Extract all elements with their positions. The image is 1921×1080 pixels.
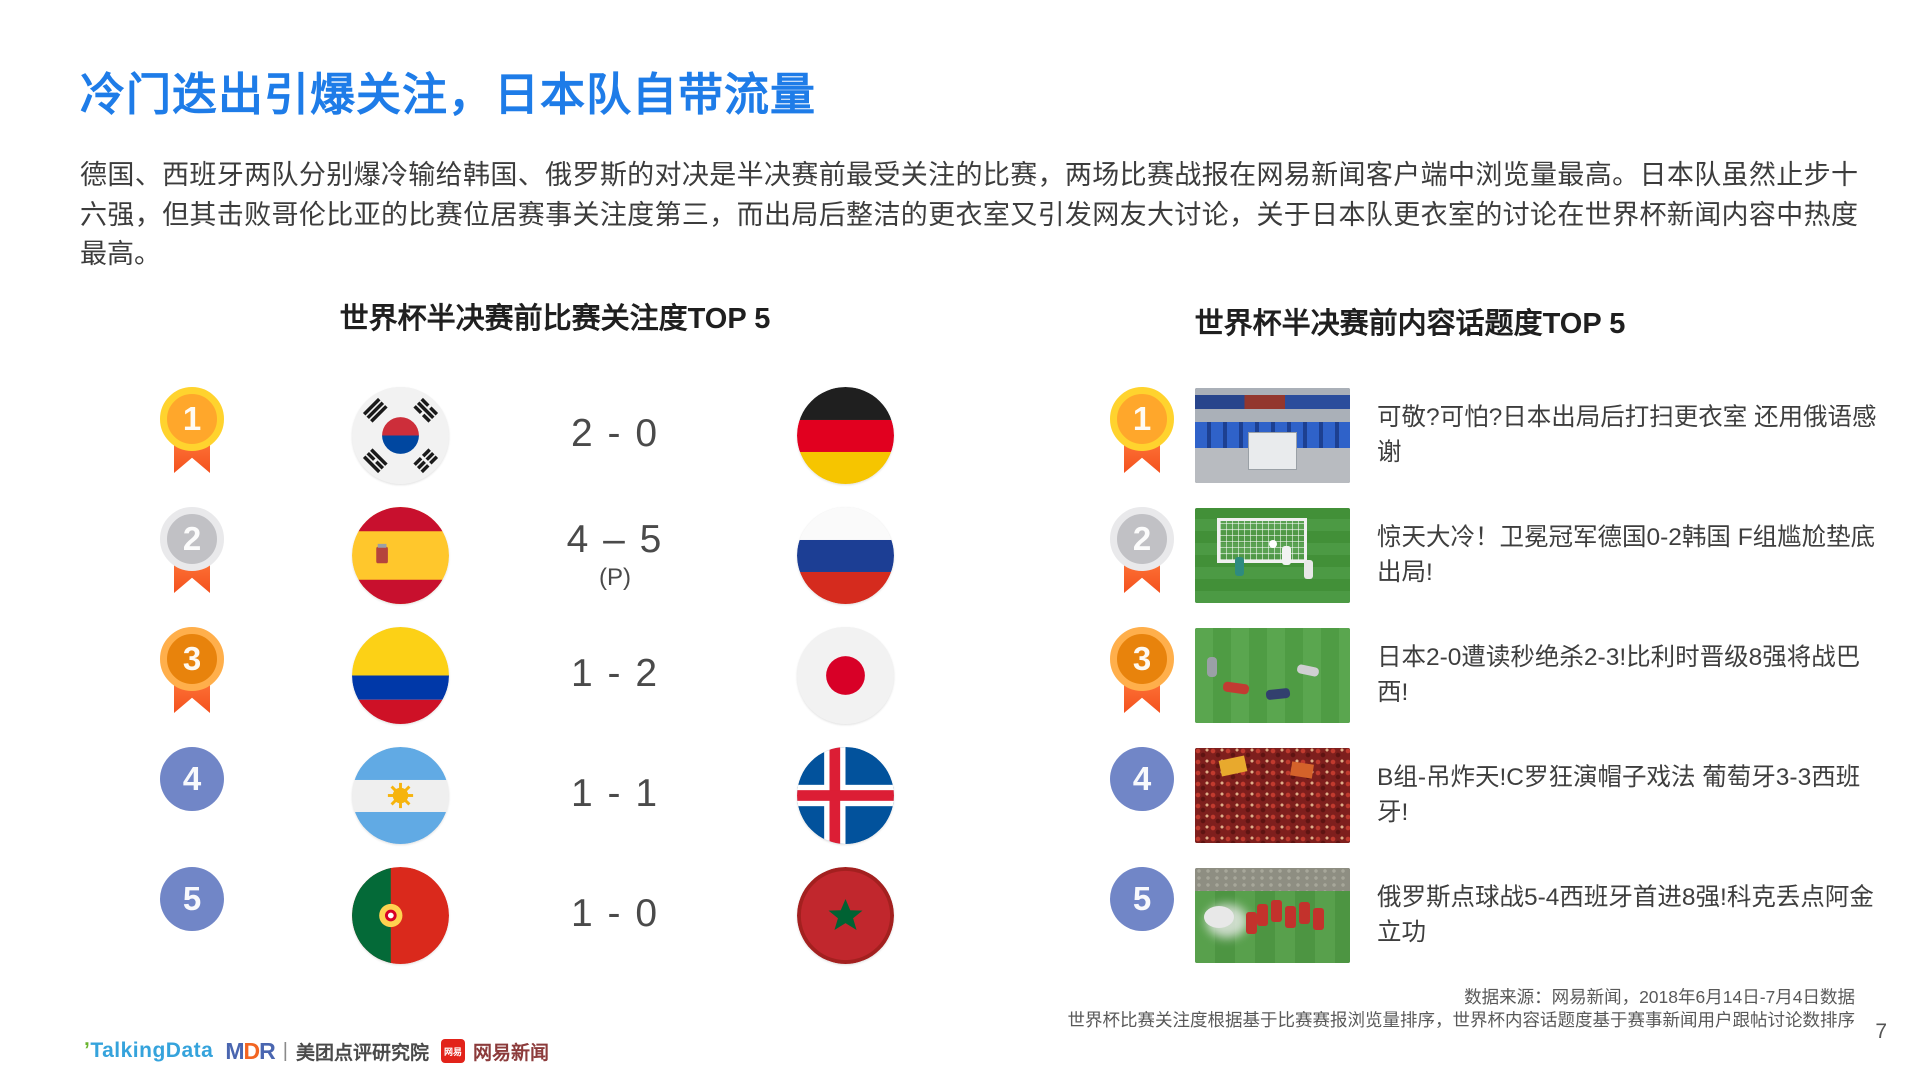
page-number: 7 xyxy=(1875,1020,1887,1043)
rank-5-medal: 5 xyxy=(160,867,224,967)
flag-iceland-icon xyxy=(797,747,894,844)
match-row-5: 5 1 - 0 xyxy=(130,855,940,975)
medal-number: 4 xyxy=(1110,747,1174,811)
rank-3-medal: 3 xyxy=(160,627,224,727)
flag-germany-icon xyxy=(797,387,894,484)
flag-spain-icon xyxy=(352,507,449,604)
footer-logos: ʼTalkingData MDR | 美团点评研究院 网易 网易新闻 xyxy=(84,1036,549,1066)
match-score: 2 - 0 xyxy=(570,412,660,455)
topic-row-1: 1 可敬?可怕?日本出局后打扫更衣室 还用俄语感谢 xyxy=(1095,375,1885,495)
penalty-note: (P) xyxy=(599,564,631,591)
topic-panel-header: 世界杯半决赛前内容话题度TOP 5 xyxy=(1194,308,1626,340)
rank-3-medal: 3 xyxy=(1110,627,1174,727)
rank-1-medal: 1 xyxy=(1110,387,1174,487)
rank-2-medal: 2 xyxy=(160,507,224,607)
topic-headline: B组-吊炸天!C罗狂演帽子戏法 葡萄牙3-3西班牙! xyxy=(1377,764,1861,826)
flag-south-korea-icon xyxy=(352,387,449,484)
talkingdata-tick-icon: ʼ xyxy=(84,1039,91,1062)
match-score: 1 - 2 xyxy=(570,652,660,695)
match-row-2: 2 4 – 5 (P) xyxy=(130,495,940,615)
medal-number: 1 xyxy=(160,387,224,451)
medal-number: 2 xyxy=(1110,507,1174,571)
thumbnail-fans-crowd xyxy=(1195,748,1350,843)
topic-headline: 惊天大冷！卫冕冠军德国0-2韩国 F组尴尬垫底出局! xyxy=(1377,524,1876,586)
data-source-note: 数据来源：网易新闻，2018年6月14日-7月4日数据 世界杯比赛关注度根据基于… xyxy=(1068,986,1856,1032)
topic-headline: 日本2-0遭读秒绝杀2-3!比利时晋级8强将战巴西! xyxy=(1377,644,1861,706)
logo-divider: | xyxy=(282,1039,288,1062)
source-line-2: 世界杯比赛关注度根据基于比赛赛报浏览量排序，世界杯内容话题度基于赛事新闻用户跟帖… xyxy=(1067,1010,1856,1030)
rank-5-medal: 5 xyxy=(1110,867,1174,967)
match-row-3: 3 1 - 2 xyxy=(130,615,940,735)
flag-argentina-icon xyxy=(352,747,449,844)
rank-2-medal: 2 xyxy=(1110,507,1174,607)
topic-row-5: 5 俄罗斯点球战5-4西班牙首进8强!科克丢点阿金立功 xyxy=(1095,855,1885,975)
mdr-logo: MDR xyxy=(225,1037,275,1064)
topic-row-3: 3 日本2-0遭读秒绝杀2-3!比利时晋级8强将战巴西! xyxy=(1095,615,1885,735)
rank-4-medal: 4 xyxy=(160,747,224,847)
rank-1-medal: 1 xyxy=(160,387,224,487)
medal-number: 3 xyxy=(160,627,224,691)
rank-4-medal: 4 xyxy=(1110,747,1174,847)
flag-morocco-icon xyxy=(797,867,894,964)
flag-colombia-icon xyxy=(352,627,449,724)
match-row-1: 1 xyxy=(130,375,940,495)
match-score: 1 - 1 xyxy=(570,772,660,815)
thumbnail-locker-room xyxy=(1195,388,1350,483)
flag-portugal-icon xyxy=(352,867,449,964)
intro-paragraph: 德国、西班牙两队分别爆冷输给韩国、俄罗斯的对决是半决赛前最受关注的比赛，两场比赛… xyxy=(80,160,1858,269)
flag-russia-icon xyxy=(797,507,894,604)
match-score: 1 - 0 xyxy=(570,892,660,935)
netease-badge-icon: 网易 xyxy=(440,1039,465,1063)
flag-japan-icon xyxy=(797,627,894,724)
match-panel-header: 世界杯半决赛前比赛关注度TOP 5 xyxy=(339,303,771,335)
netease-news-logo: 网易新闻 xyxy=(472,1042,549,1064)
source-line-1: 数据来源：网易新闻，2018年6月14日-7月4日数据 xyxy=(1464,987,1855,1007)
thumbnail-players-on-pitch xyxy=(1195,628,1350,723)
medal-number: 2 xyxy=(160,507,224,571)
thumbnail-team-celebration xyxy=(1195,868,1350,963)
topic-row-2: 2 惊天大冷！卫冕冠军德国0-2韩国 F组尴尬垫底出局! xyxy=(1095,495,1885,615)
medal-number: 5 xyxy=(160,867,224,931)
meituan-research-logo: 美团点评研究院 xyxy=(295,1042,429,1064)
medal-number: 4 xyxy=(160,747,224,811)
topic-headline: 俄罗斯点球战5-4西班牙首进8强!科克丢点阿金立功 xyxy=(1377,884,1874,946)
match-row-4: 4 1 - 1 xyxy=(130,735,940,855)
page-title: 冷门迭出引爆关注，日本队自带流量 xyxy=(80,69,817,120)
medal-number: 1 xyxy=(1110,387,1174,451)
thumbnail-goal-scene xyxy=(1195,508,1350,603)
topic-row-4: 4 B组-吊炸天!C罗狂演帽子戏法 葡萄牙3-3西班牙! xyxy=(1095,735,1885,855)
match-score: 4 – 5 xyxy=(566,518,664,561)
medal-number: 5 xyxy=(1110,867,1174,931)
talkingdata-logo: ʼTalkingData xyxy=(84,1039,214,1062)
topic-headline: 可敬?可怕?日本出局后打扫更衣室 还用俄语感谢 xyxy=(1377,404,1877,466)
medal-number: 3 xyxy=(1110,627,1174,691)
